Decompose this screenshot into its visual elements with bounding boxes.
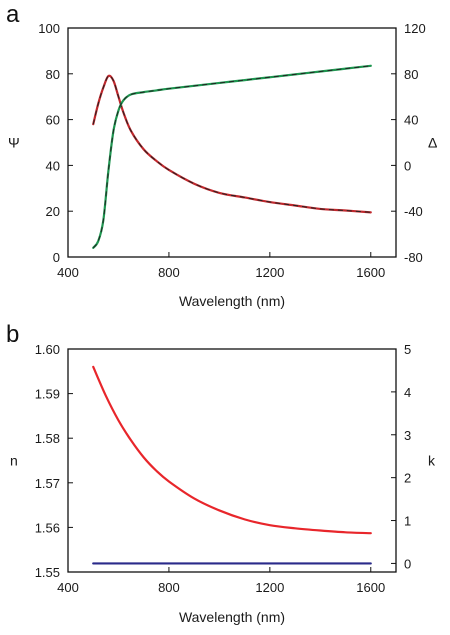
y-right-tick-label: 0 [404,158,411,173]
y-right-tick-label: 2 [404,471,411,486]
x-axis-label: Wavelength (nm) [179,609,285,625]
y-right-tick-label: -40 [404,204,423,219]
plot-frame [67,27,397,258]
y-tick-label: 60 [46,113,60,128]
y-tick-label: 1.58 [35,431,60,446]
x-tick-label: 1600 [356,265,385,280]
panel-label: b [6,321,19,348]
fit-line-2 [92,65,371,249]
y-right-axis-label: Δ [428,135,437,151]
y-tick-label: 20 [46,204,60,219]
y-right-tick-label: 4 [404,385,411,400]
y-right-tick-label: 5 [404,342,411,357]
x-tick-label: 400 [57,580,79,595]
x-tick-label: 1200 [255,265,284,280]
y-right-tick-label: -80 [404,250,423,265]
y-axis-label: n [10,453,18,469]
series-line-1 [92,74,372,214]
y-right-tick-label: 1 [404,514,411,529]
y-right-tick-label: 80 [404,67,418,82]
x-tick-label: 800 [158,265,180,280]
y-tick-label: 40 [46,158,60,173]
y-tick-label: 1.60 [35,342,60,357]
x-tick-label: 1200 [255,580,284,595]
y-right-tick-label: 0 [404,556,411,571]
x-tick-label: 800 [158,580,180,595]
y-tick-label: 1.56 [35,520,60,535]
y-tick-label: 0 [53,250,60,265]
y-tick-label: 1.59 [35,387,60,402]
x-tick-label: 400 [57,265,79,280]
x-axis-label: Wavelength (nm) [179,293,285,309]
panel-label: a [6,1,20,28]
chart-panel-a: a 400 800 1200 1600 0 20 40 60 80 100 -80 -40 0 40 80 12… [6,1,437,309]
y-tick-label: 1.55 [35,565,60,580]
y-axis-label: Ψ [8,135,20,151]
y-tick-label: 100 [38,21,60,36]
y-tick-label: 1.57 [35,476,60,491]
y-tick-label: 80 [46,67,60,82]
fit-line-1 [92,75,371,213]
chart-panel-b: b 400 800 1200 1600 1.55 1.56 1.57 1.58 1.59 1.60 0… [6,321,436,625]
plot-frame [67,348,397,573]
y-right-tick-label: 40 [404,113,418,128]
series-line-1 [92,365,372,535]
y-right-tick-label: 120 [404,21,426,36]
y-right-tick-label: 3 [404,428,411,443]
x-tick-label: 1600 [356,580,385,595]
y-right-axis-label: k [428,453,436,469]
